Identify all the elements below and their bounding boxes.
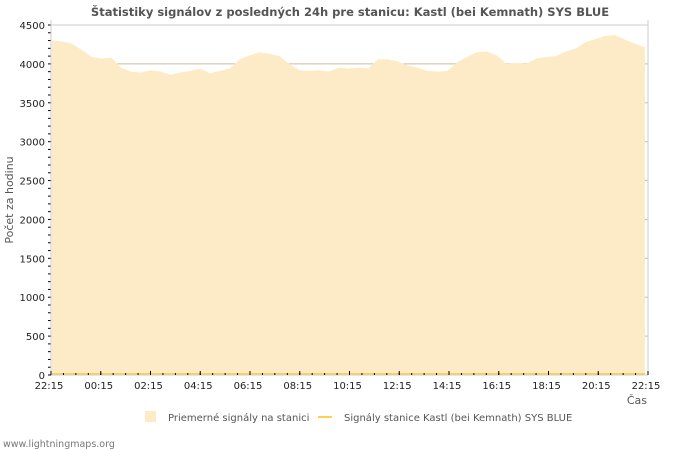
- x-tick-label: 18:15: [532, 381, 561, 392]
- y-tick-label: 2000: [20, 215, 45, 226]
- x-tick-label: 20:15: [582, 381, 611, 392]
- x-tick-label: 16:15: [482, 381, 511, 392]
- chart-title: Štatistiky signálov z posledných 24h pre…: [91, 4, 609, 19]
- y-tick-label: 0: [39, 371, 45, 382]
- y-tick-label: 3500: [20, 99, 45, 110]
- x-tick-label: 22:15: [632, 381, 661, 392]
- y-tick-label: 4500: [20, 21, 45, 32]
- y-tick-label: 4000: [20, 60, 45, 71]
- x-tick-label: 04:15: [184, 381, 213, 392]
- legend-label-average: Priemerné signály na stanici: [168, 412, 309, 424]
- x-tick-label: 12:15: [383, 381, 412, 392]
- footer-site: www.lightningmaps.org: [3, 439, 115, 450]
- legend-swatch-average: [145, 411, 156, 422]
- y-tick-label: 2500: [20, 177, 45, 188]
- legend-label-station: Signály stanice Kastl (bei Kemnath) SYS …: [344, 412, 572, 424]
- legend-swatch-station: [318, 416, 332, 418]
- x-axis-label: Čas: [627, 394, 647, 407]
- x-tick-label: 02:15: [134, 381, 163, 392]
- x-tick-label: 22:15: [35, 381, 64, 392]
- x-tick-label: 06:15: [234, 381, 263, 392]
- average-signals-area: [52, 35, 645, 375]
- x-tick-label: 10:15: [333, 381, 362, 392]
- y-tick-label: 1000: [20, 293, 45, 304]
- x-tick-label: 00:15: [84, 381, 113, 392]
- y-tick-label: 500: [26, 332, 45, 343]
- y-tick-label: 1500: [20, 254, 45, 265]
- y-axis-label: Počet za hodinu: [3, 156, 16, 243]
- y-tick-label: 3000: [20, 138, 45, 149]
- x-tick-label: 14:15: [433, 381, 462, 392]
- legend: Priemerné signály na stanici Signály sta…: [145, 411, 572, 424]
- x-tick-label: 08:15: [283, 381, 312, 392]
